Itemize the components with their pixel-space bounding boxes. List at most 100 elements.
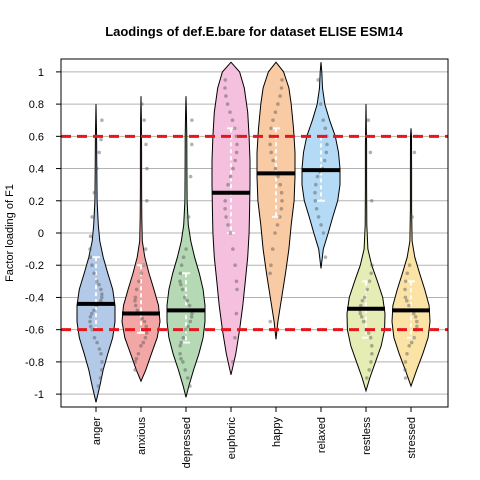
data-point (269, 263, 273, 268)
data-point (358, 311, 363, 316)
data-point (314, 207, 319, 211)
data-point (99, 287, 103, 292)
data-point (88, 324, 93, 329)
data-point (367, 279, 372, 284)
data-point (314, 182, 318, 187)
data-point (403, 376, 408, 380)
data-point (185, 298, 190, 303)
data-point (405, 298, 409, 303)
data-point (179, 340, 184, 345)
data-point (370, 263, 374, 268)
data-point (92, 271, 96, 276)
data-point (90, 263, 94, 268)
y-tick-label: -0.6 (25, 325, 44, 337)
data-point (145, 199, 149, 203)
data-point (183, 368, 187, 372)
y-tick-label: 0 (38, 228, 44, 240)
violin-body (211, 61, 251, 375)
data-point (97, 347, 102, 351)
data-point (95, 166, 99, 171)
data-point (224, 94, 228, 98)
data-point (234, 311, 239, 316)
data-point (233, 263, 237, 268)
x-tick-label-anger: anger (91, 417, 103, 445)
data-point (369, 271, 374, 276)
data-point (278, 215, 282, 219)
data-point (142, 118, 146, 122)
grid-lines (61, 71, 448, 395)
data-point (188, 319, 193, 324)
data-point (412, 335, 416, 340)
data-point (137, 279, 141, 284)
reference-lines (61, 134, 448, 332)
data-point (144, 331, 149, 335)
data-point (365, 287, 370, 292)
data-point (97, 282, 101, 287)
data-point (185, 376, 190, 380)
data-point (231, 247, 235, 251)
data-point (139, 344, 143, 348)
data-point (97, 150, 101, 155)
data-point (273, 166, 278, 171)
data-point (278, 182, 283, 187)
data-point (412, 150, 417, 155)
data-point (133, 360, 137, 364)
data-point (133, 303, 138, 308)
data-point (405, 271, 410, 276)
data-point (405, 352, 409, 356)
data-point (313, 199, 318, 203)
data-point (223, 78, 228, 82)
data-point (235, 287, 239, 292)
data-point (100, 118, 104, 122)
violin-relaxed (301, 62, 341, 269)
data-point (134, 356, 139, 361)
data-point (140, 102, 144, 106)
data-point (369, 199, 374, 203)
data-point (316, 215, 321, 219)
data-point (269, 126, 273, 131)
data-point (275, 223, 280, 227)
y-tick-label: -0.8 (25, 357, 44, 369)
data-point (141, 340, 146, 345)
data-point (232, 126, 237, 131)
data-point (188, 174, 193, 179)
data-point (133, 368, 137, 372)
data-point (313, 190, 317, 195)
data-point (368, 335, 373, 340)
data-point (268, 142, 272, 147)
data-point (415, 319, 419, 324)
data-point (92, 308, 96, 313)
y-axis-label: Factor loading of F1 (4, 184, 16, 282)
violin-anger (76, 104, 116, 403)
data-point (316, 78, 321, 82)
data-point (140, 316, 144, 321)
chart-title: Laodings of def.E.bare for dataset ELISE… (105, 24, 403, 39)
data-point (144, 324, 148, 329)
data-point (95, 340, 99, 345)
violins (76, 61, 431, 403)
data-point (141, 263, 146, 268)
y-tick-label: 0.6 (29, 131, 44, 143)
data-point (181, 335, 186, 340)
data-point (324, 150, 329, 155)
data-point (223, 86, 227, 90)
violin-stressed (391, 128, 431, 388)
data-point (186, 324, 190, 329)
y-tick-label: 0.8 (29, 99, 44, 111)
data-point (369, 360, 373, 364)
y-tick-label: -1 (34, 389, 44, 401)
data-point (99, 368, 104, 372)
data-point (234, 279, 239, 284)
data-point (96, 384, 101, 388)
data-point (366, 118, 371, 122)
data-point (361, 319, 366, 324)
data-point (90, 215, 94, 219)
data-point (280, 78, 284, 82)
data-point (360, 298, 365, 303)
data-point (144, 142, 148, 147)
data-point (226, 223, 230, 227)
data-point (321, 231, 326, 235)
data-point (323, 255, 328, 259)
y-tick-label: -0.2 (25, 260, 44, 272)
data-point (228, 231, 233, 235)
